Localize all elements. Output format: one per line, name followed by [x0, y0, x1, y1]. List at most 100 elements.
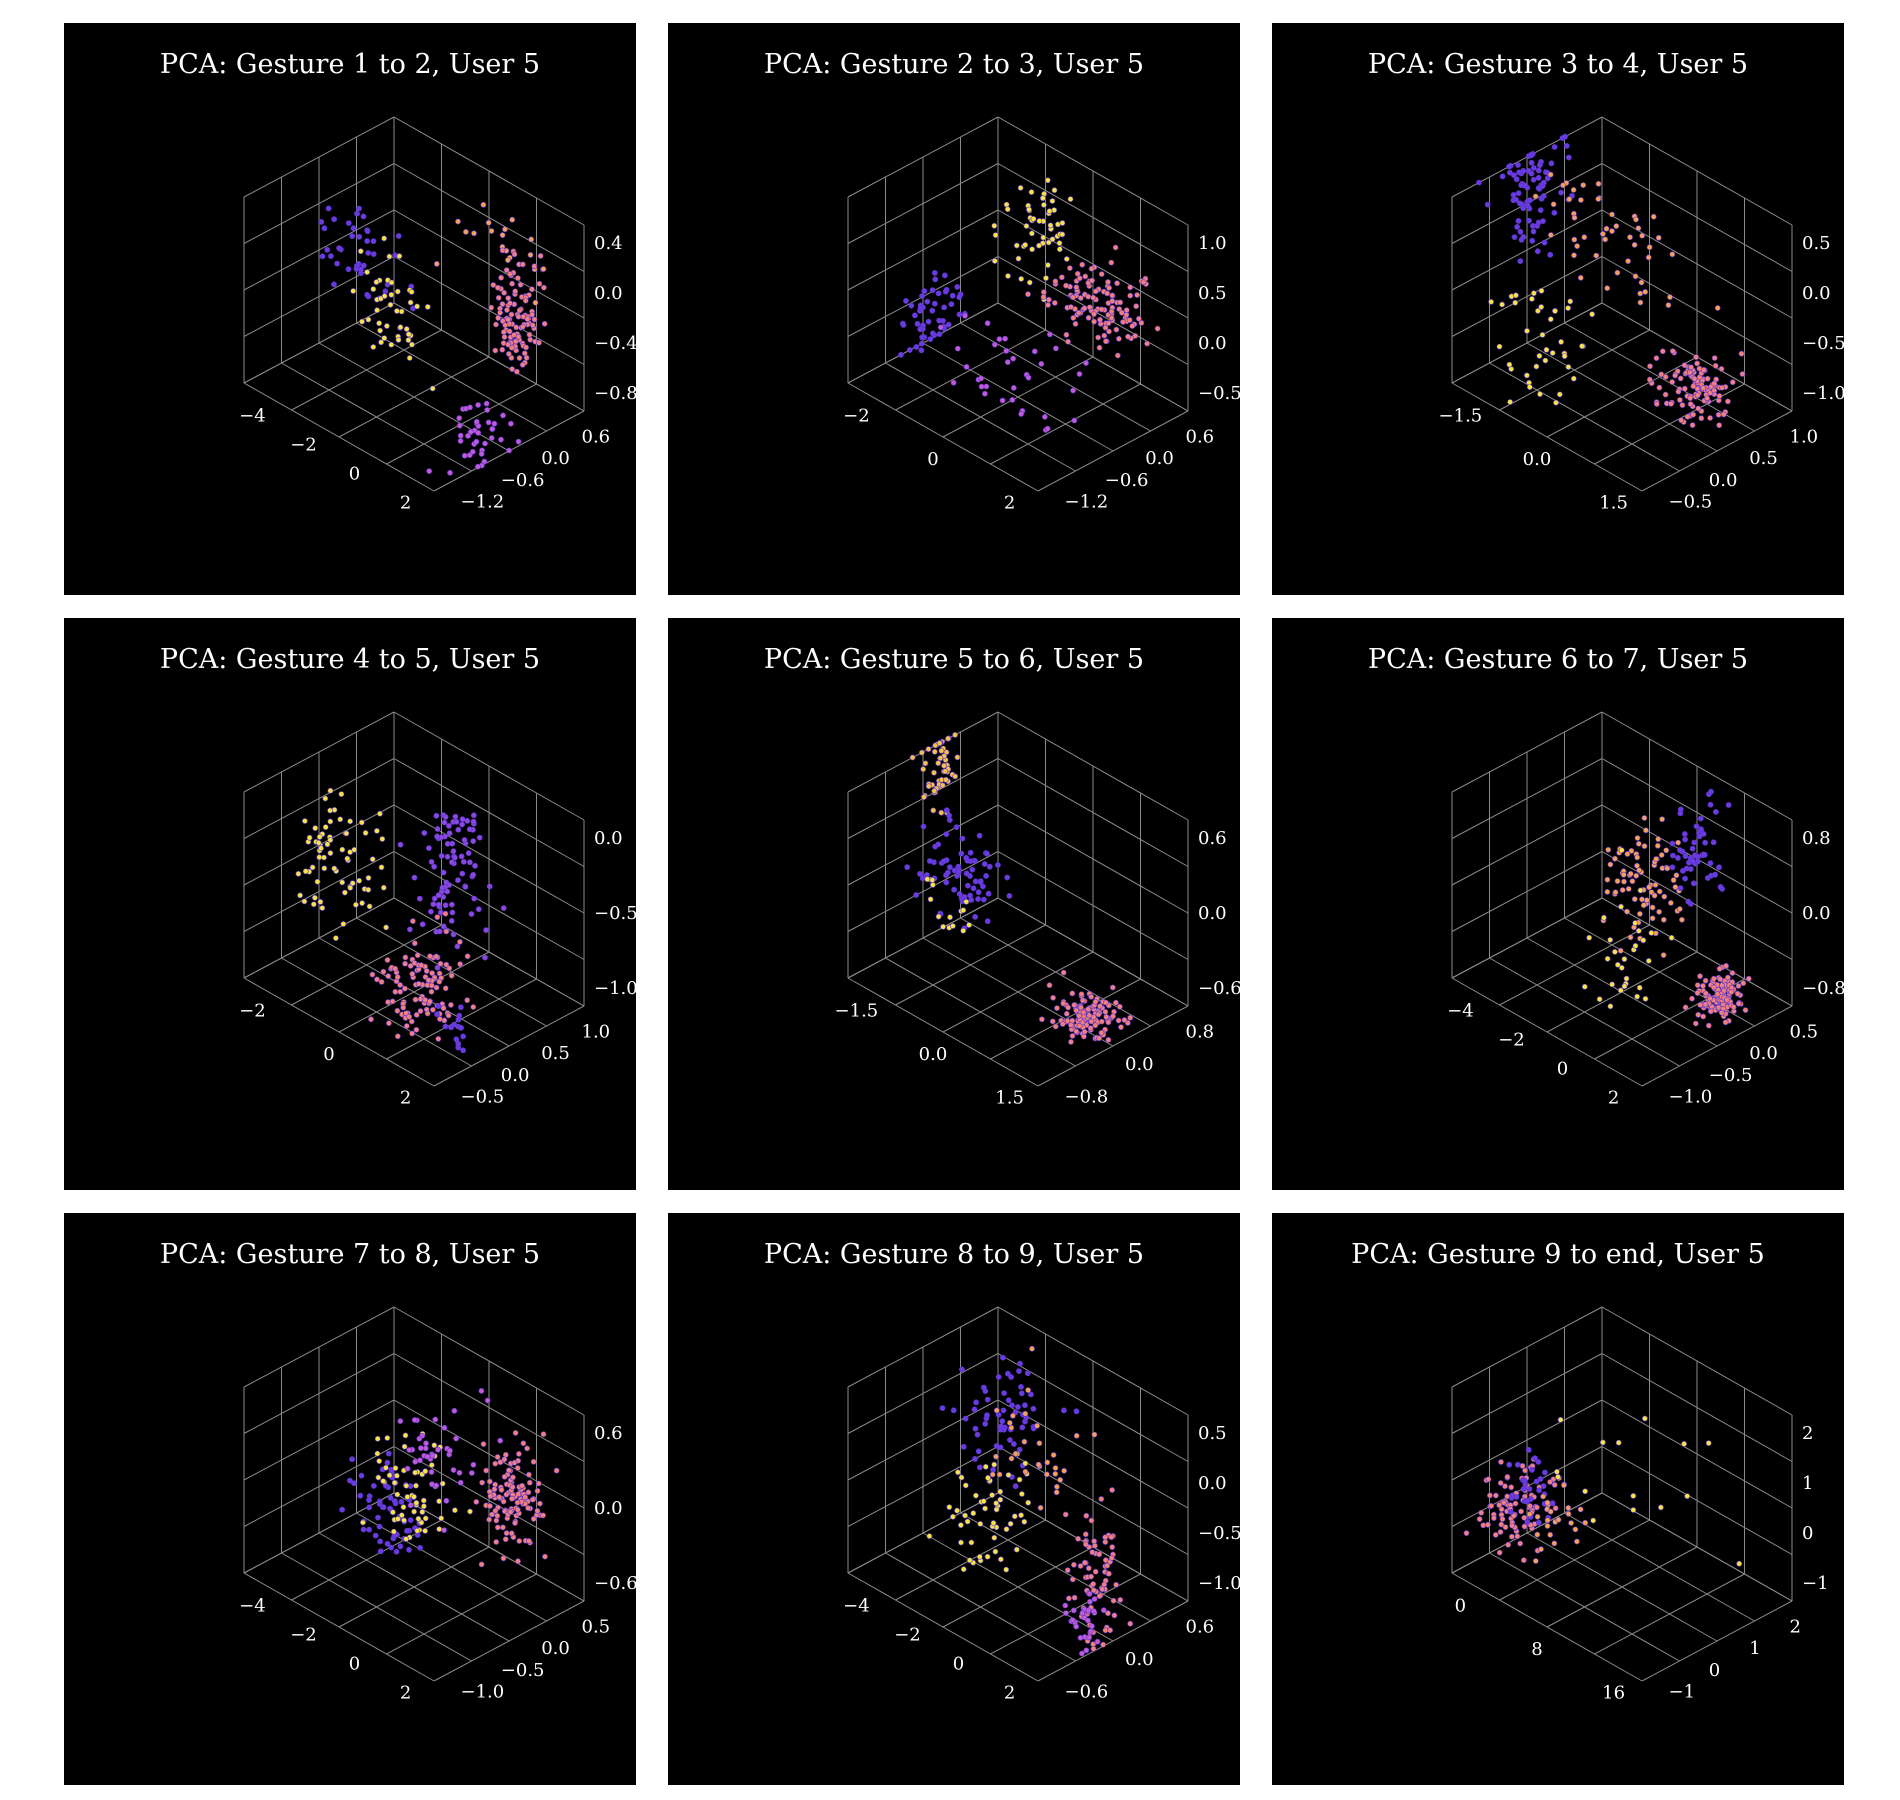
- data-point: [331, 216, 337, 223]
- data-point: [1623, 975, 1630, 982]
- data-point: [993, 1453, 999, 1460]
- data-point: [314, 878, 321, 885]
- data-point: [1710, 984, 1717, 991]
- data-point: [929, 287, 936, 293]
- data-point: [937, 324, 944, 331]
- data-point: [1523, 372, 1530, 379]
- data-point: [509, 1484, 516, 1491]
- data-point: [954, 345, 961, 352]
- z-tick-label: 0.5: [1198, 1423, 1227, 1444]
- data-point: [1005, 1397, 1012, 1404]
- data-point: [972, 1455, 978, 1462]
- data-point: [1129, 323, 1136, 329]
- data-point: [1637, 290, 1644, 297]
- data-point: [418, 962, 425, 969]
- data-point: [1088, 1517, 1095, 1524]
- data-point: [446, 1447, 453, 1454]
- data-point: [449, 909, 456, 916]
- data-point: [454, 943, 461, 950]
- data-point: [1551, 1481, 1558, 1488]
- pca-plot-svg: PCA: Gesture 6 to 7, User 5−4−202 −1.0−0.…: [1368, 644, 1844, 1109]
- data-point: [1018, 411, 1025, 417]
- data-point: [1669, 251, 1676, 258]
- data-point: [1542, 357, 1549, 364]
- data-point: [1669, 379, 1675, 385]
- data-point: [394, 974, 401, 980]
- data-point: [297, 892, 303, 899]
- data-point: [1707, 995, 1713, 1002]
- data-point: [935, 290, 942, 297]
- data-point: [1018, 275, 1025, 282]
- data-point: [1700, 851, 1707, 858]
- data-point: [436, 1016, 443, 1022]
- data-point: [322, 824, 329, 830]
- data-point: [364, 291, 370, 298]
- data-point: [984, 850, 990, 857]
- data-point: [1634, 993, 1640, 1000]
- data-point: [1040, 201, 1047, 208]
- data-point: [1724, 398, 1731, 405]
- data-point: [365, 886, 372, 893]
- data-point: [1621, 878, 1627, 885]
- data-point: [1052, 345, 1059, 352]
- data-point: [992, 232, 999, 238]
- z-tick-label: 0.0: [1198, 903, 1227, 924]
- data-point: [403, 1023, 410, 1029]
- y-tick-label: 0: [1709, 1660, 1720, 1681]
- y-tick-label: −0.5: [1669, 491, 1713, 512]
- data-point: [502, 1536, 509, 1543]
- data-point: [1081, 1028, 1088, 1035]
- data-point: [926, 858, 933, 864]
- data-point: [1081, 1559, 1088, 1566]
- data-point: [498, 1486, 505, 1493]
- data-point: [1498, 1459, 1504, 1465]
- data-point: [1005, 273, 1011, 279]
- data-point: [1718, 365, 1725, 372]
- data-point: [394, 1033, 401, 1040]
- data-point: [408, 1018, 415, 1025]
- data-point: [357, 248, 364, 255]
- data-point: [1077, 1563, 1084, 1569]
- data-point: [497, 1459, 504, 1466]
- data-point: [1533, 1478, 1540, 1485]
- data-point: [942, 776, 949, 783]
- data-point: [321, 225, 328, 232]
- data-point: [1602, 236, 1609, 243]
- data-point: [1521, 1523, 1528, 1530]
- x-tick-label: 0.0: [919, 1044, 948, 1065]
- data-point: [338, 791, 345, 797]
- data-point: [1563, 143, 1570, 149]
- data-point: [1528, 159, 1535, 166]
- data-point: [943, 807, 950, 814]
- data-point: [1640, 937, 1647, 944]
- data-point: [465, 432, 471, 439]
- scatter-points: [904, 732, 1134, 1045]
- data-point: [946, 817, 953, 823]
- data-point: [496, 1494, 503, 1500]
- data-point: [931, 300, 938, 307]
- data-point: [1082, 1531, 1089, 1538]
- data-point: [1702, 977, 1709, 984]
- data-point: [1007, 1520, 1014, 1527]
- data-point: [522, 1494, 529, 1501]
- data-point: [500, 412, 506, 419]
- data-point: [1544, 1523, 1551, 1529]
- data-point: [1707, 801, 1714, 808]
- data-point: [397, 1418, 404, 1424]
- data-point: [1694, 392, 1701, 399]
- data-point: [1705, 1022, 1712, 1029]
- data-point: [1698, 415, 1705, 422]
- data-point: [461, 837, 468, 843]
- data-point: [1676, 906, 1683, 912]
- data-point: [925, 318, 932, 325]
- data-point: [398, 1512, 405, 1519]
- data-point: [1012, 1483, 1019, 1490]
- z-tick-label: 0.0: [594, 828, 623, 849]
- data-point: [474, 463, 481, 470]
- data-point: [527, 251, 534, 258]
- data-point: [1630, 1492, 1637, 1499]
- data-point: [1538, 304, 1545, 310]
- data-point: [356, 877, 363, 884]
- data-point: [493, 321, 499, 328]
- data-point: [460, 858, 467, 865]
